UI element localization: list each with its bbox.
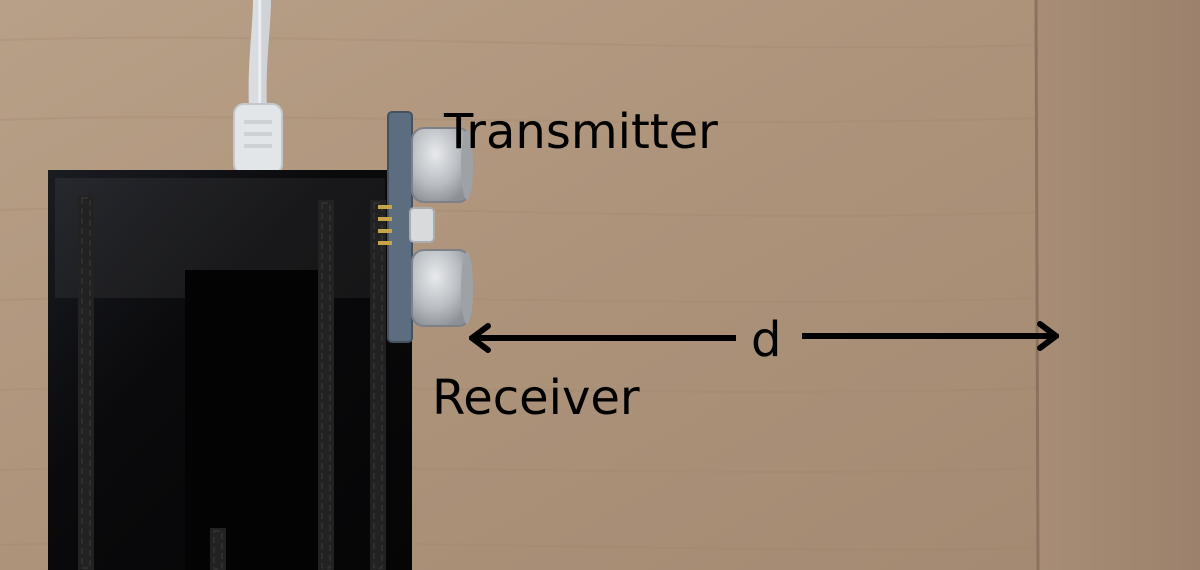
pin-header-middle xyxy=(318,200,334,570)
pin-header-right xyxy=(370,200,386,570)
sensor-pcb xyxy=(387,111,413,343)
distance-label: d xyxy=(751,312,782,368)
sensor-pins xyxy=(378,205,392,245)
board-dark-panel xyxy=(185,270,325,570)
sensor-crystal xyxy=(409,207,435,243)
receiver-label: Receiver xyxy=(432,370,640,426)
distance-arrow-head-left xyxy=(469,323,491,353)
usb-cable xyxy=(248,0,271,119)
pin-header-bottom xyxy=(210,528,226,570)
wall-edge xyxy=(1034,0,1040,570)
wall-panel xyxy=(1036,0,1200,570)
usb-plug xyxy=(233,103,283,175)
distance-arrow-head-right xyxy=(1037,321,1059,351)
transmitter-label: Transmitter xyxy=(444,104,718,160)
pin-header-left xyxy=(78,195,94,570)
